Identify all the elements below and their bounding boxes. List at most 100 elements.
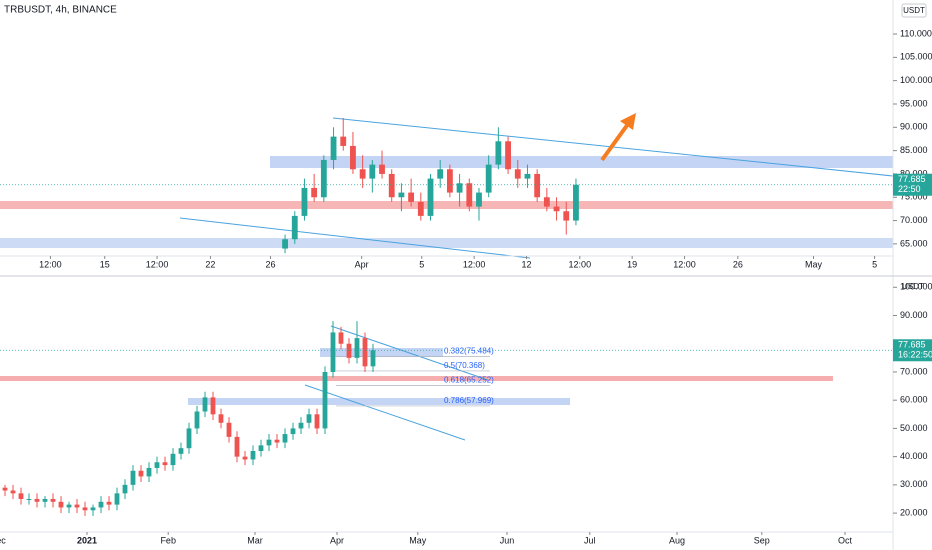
candle-body <box>82 507 88 511</box>
candle-body <box>476 192 482 207</box>
candle-body <box>154 462 160 468</box>
candle-body <box>427 178 434 216</box>
y-tick-label: 100.000 <box>900 282 932 292</box>
x-tick-label: 2021 <box>77 535 97 545</box>
candle-body <box>98 501 104 508</box>
candle-body <box>346 343 352 358</box>
x-tick-label: 12:00 <box>569 259 592 269</box>
candle-body <box>466 183 473 207</box>
y-tick-label: 90.000 <box>900 310 928 320</box>
candle-body <box>58 501 64 508</box>
candle-body <box>485 164 492 193</box>
candle-body <box>408 192 415 202</box>
candle-body <box>563 211 570 221</box>
candle-body <box>505 141 511 170</box>
candle-body <box>370 350 376 367</box>
support-band <box>0 376 833 381</box>
candle-body <box>90 507 96 511</box>
candle-body <box>362 338 368 367</box>
candle-body <box>66 504 72 508</box>
x-tick-label: Jun <box>500 535 515 545</box>
resistance-zone <box>270 156 893 168</box>
candle-body <box>291 215 298 240</box>
support-band <box>0 201 893 209</box>
candle-body <box>106 501 112 505</box>
candle-body <box>210 397 216 415</box>
candle-body <box>311 187 318 198</box>
x-tick-label: May <box>805 259 823 269</box>
countdown-label: 22:50 <box>898 184 921 194</box>
candle-body <box>320 159 327 198</box>
candle-body <box>534 173 541 198</box>
candle-body <box>178 448 184 454</box>
y-tick-label: 80.000 <box>900 168 928 178</box>
candle-body <box>330 332 336 372</box>
candle-body <box>266 439 272 446</box>
candle-body <box>354 338 360 358</box>
x-tick-label: Aug <box>669 535 685 545</box>
arrow-head <box>620 113 636 130</box>
x-tick-label: Apr <box>355 259 369 269</box>
candle-body <box>50 498 56 502</box>
y-tick-label: 110.000 <box>900 28 932 38</box>
currency-label: USDT <box>903 6 925 15</box>
x-tick-label: 19 <box>627 259 637 269</box>
y-tick-label: 50.000 <box>900 423 928 433</box>
candle-body <box>146 467 152 477</box>
candle-body <box>258 445 264 451</box>
candle-body <box>446 169 453 193</box>
x-tick-label: Mar <box>247 535 263 545</box>
candle-body <box>162 462 168 466</box>
candle-body <box>379 164 385 174</box>
trend-line <box>179 217 531 259</box>
x-tick-label: Jul <box>584 535 596 545</box>
x-tick-label: Oct <box>838 535 853 545</box>
x-tick-label: Apr <box>330 535 344 545</box>
candle-body <box>218 414 224 423</box>
y-tick-label: 70.000 <box>900 215 928 225</box>
candle-body <box>573 184 579 221</box>
candle-body <box>322 371 328 429</box>
y-tick-label: 100.000 <box>900 75 932 85</box>
candle-body <box>26 498 32 500</box>
arrow-shaft <box>600 122 630 162</box>
candle-body <box>234 436 240 457</box>
candle-body <box>130 470 136 485</box>
fib-label: 0.618(65.252) <box>444 375 494 384</box>
y-tick-label: 60.000 <box>900 395 928 405</box>
candle-body <box>2 487 8 491</box>
candle-body <box>306 414 312 423</box>
x-tick-label: 12:00 <box>146 259 169 269</box>
y-tick-label: 105.000 <box>900 52 932 62</box>
candle-body <box>194 411 200 429</box>
candle-body <box>314 414 320 429</box>
channel-line <box>304 384 466 441</box>
price-tag <box>893 339 932 362</box>
price-tag-label: 77.685 <box>898 174 926 184</box>
candle-body <box>298 422 304 429</box>
x-tick-label: Sep <box>754 535 770 545</box>
x-tick-label: 15 <box>100 259 110 269</box>
candle-body <box>282 434 288 443</box>
y-tick-label: 70.000 <box>900 366 928 376</box>
x-tick-label: May <box>409 535 427 545</box>
price-tag <box>893 173 932 196</box>
x-tick-label: Dec <box>0 535 6 545</box>
currency-box <box>901 3 927 18</box>
y-tick-label: 20.000 <box>900 507 928 517</box>
x-tick-label: 12:00 <box>673 259 696 269</box>
fib-label: 0.5(70.368) <box>444 361 485 370</box>
currency-label: USDT <box>902 282 924 291</box>
x-tick-label: 26 <box>733 259 743 269</box>
support-zone <box>188 398 570 405</box>
candle-body <box>330 136 337 160</box>
candle-body <box>359 169 366 179</box>
candle-body <box>437 169 444 179</box>
candle-body <box>388 173 395 198</box>
x-tick-label: 12:00 <box>39 259 62 269</box>
y-tick-label: 75.000 <box>900 192 928 202</box>
candle-body <box>543 197 550 207</box>
candle-body <box>301 187 308 216</box>
candle-body <box>74 504 80 508</box>
